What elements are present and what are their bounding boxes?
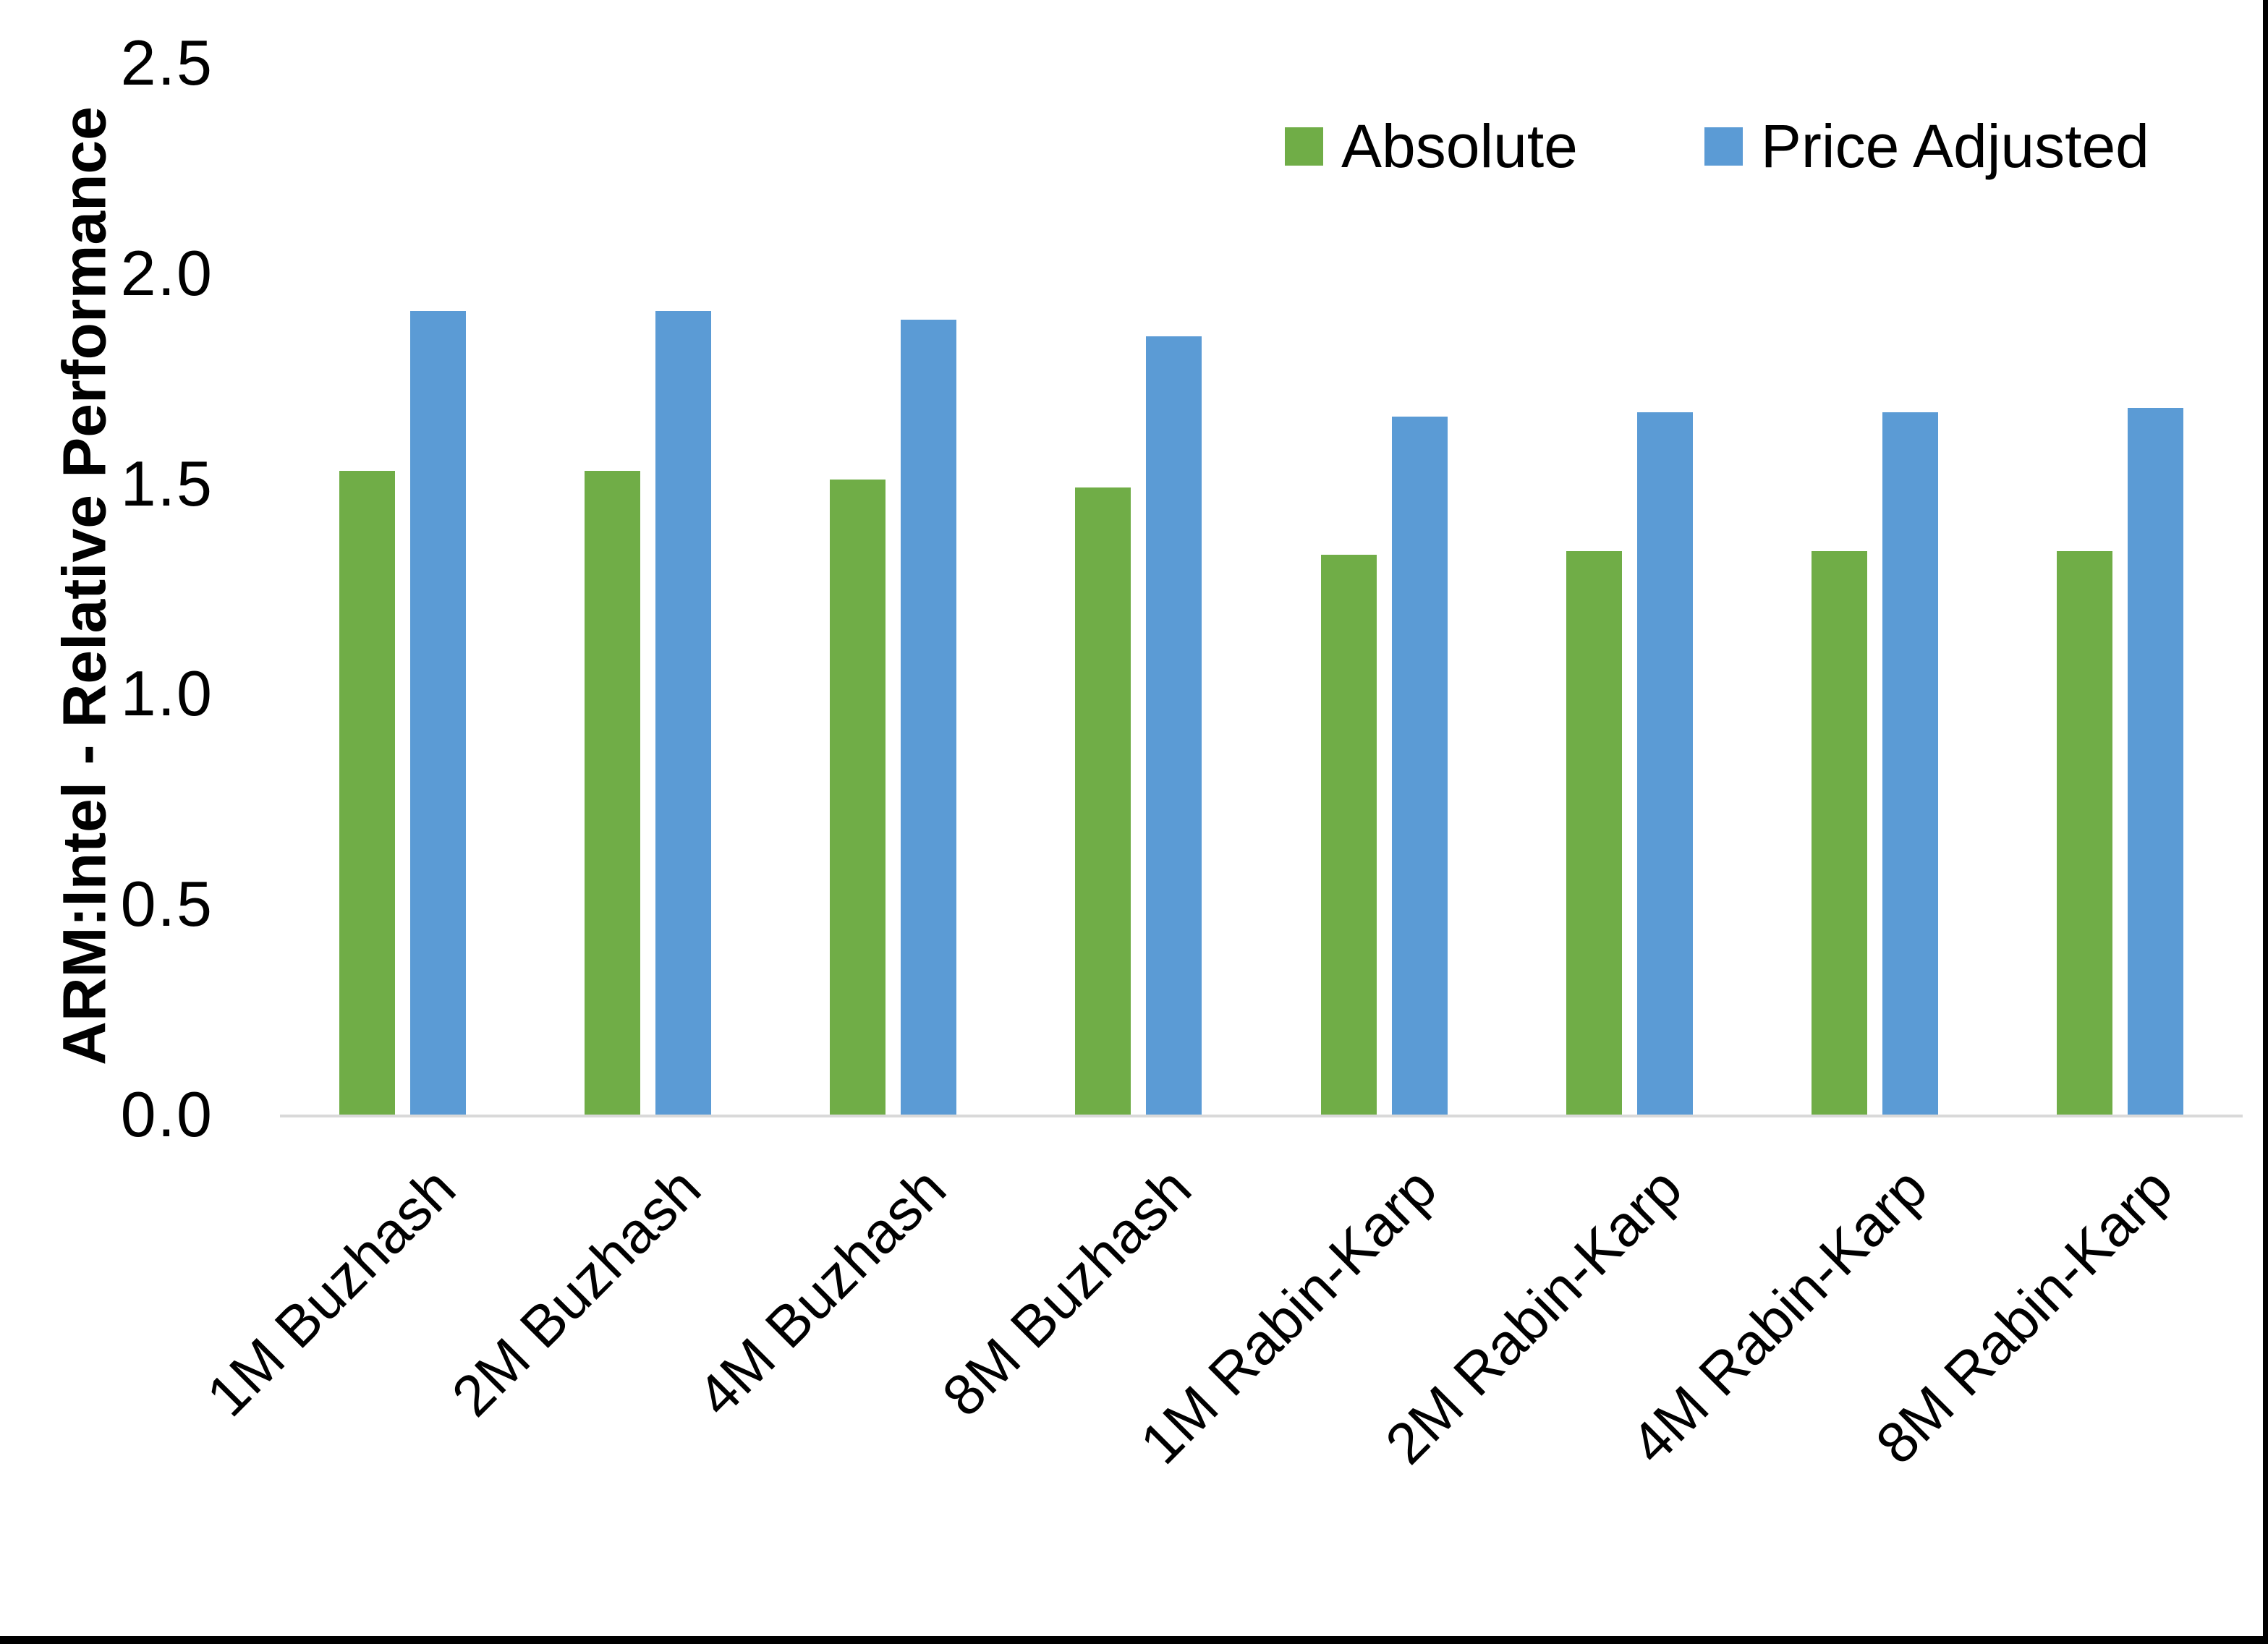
bar-group-1m-rabin-karp: [1262, 63, 1507, 1115]
bar-absolute-4m-buzhash: [830, 479, 886, 1115]
bar-absolute-8m-rabin-karp: [2056, 550, 2112, 1115]
bar-group-1m-buzhash: [280, 63, 525, 1115]
bar-price-adjusted-4m-rabin-karp: [1882, 412, 1938, 1115]
y-tick-label-1.5: 1.5: [120, 447, 213, 519]
bar-price-adjusted-2m-buzhash: [655, 311, 712, 1115]
x-category-label-2m-buzhash: 2M Buzhash: [439, 1155, 713, 1428]
legend-swatch-price-adjusted-icon: [1704, 127, 1743, 166]
y-tick-label-0.5: 0.5: [120, 868, 213, 940]
window-edge-right: [2263, 0, 2268, 1644]
legend-label-price-adjusted: Price Adjusted: [1760, 112, 2149, 180]
plot-area: [280, 63, 2243, 1117]
legend-item-absolute: Absolute: [1285, 116, 1578, 176]
bar-price-adjusted-8m-buzhash: [1146, 336, 1202, 1115]
window-edge-bottom: [0, 1636, 2268, 1644]
legend-item-price-adjusted: Price Adjusted: [1704, 116, 2149, 176]
bar-group-2m-buzhash: [525, 63, 770, 1115]
y-tick-label-1.0: 1.0: [120, 657, 213, 730]
bar-price-adjusted-4m-buzhash: [901, 319, 957, 1115]
x-category-label-8m-buzhash: 8M Buzhash: [930, 1155, 1204, 1428]
bar-group-8m-rabin-karp: [1997, 63, 2243, 1115]
bar-series-container: [280, 63, 2243, 1115]
y-tick-label-2.5: 2.5: [120, 27, 213, 98]
legend: Absolute Price Adjusted: [1285, 116, 2149, 176]
y-tick-label-2.0: 2.0: [120, 237, 213, 309]
y-tick-label-0.0: 0.0: [120, 1078, 213, 1150]
legend-swatch-absolute-icon: [1285, 127, 1323, 166]
bar-absolute-2m-buzhash: [585, 471, 641, 1115]
bar-price-adjusted-1m-rabin-karp: [1391, 416, 1448, 1115]
bar-group-2m-rabin-karp: [1507, 63, 1752, 1115]
bar-group-8m-buzhash: [1016, 63, 1261, 1115]
x-category-label-1m-buzhash: 1M Buzhash: [194, 1155, 467, 1428]
bar-absolute-8m-buzhash: [1075, 487, 1131, 1115]
bar-absolute-1m-rabin-karp: [1320, 555, 1377, 1115]
bar-price-adjusted-2m-rabin-karp: [1636, 412, 1693, 1115]
bar-absolute-2m-rabin-karp: [1566, 550, 1622, 1115]
bar-group-4m-rabin-karp: [1752, 63, 1997, 1115]
bar-group-4m-buzhash: [770, 63, 1016, 1115]
bar-price-adjusted-1m-buzhash: [410, 311, 467, 1115]
x-category-label-4m-buzhash: 4M Buzhash: [684, 1155, 959, 1428]
bar-absolute-1m-buzhash: [339, 471, 396, 1115]
bar-absolute-4m-rabin-karp: [1811, 550, 1867, 1115]
legend-label-absolute: Absolute: [1341, 112, 1578, 180]
bar-price-adjusted-8m-rabin-karp: [2127, 407, 2183, 1115]
